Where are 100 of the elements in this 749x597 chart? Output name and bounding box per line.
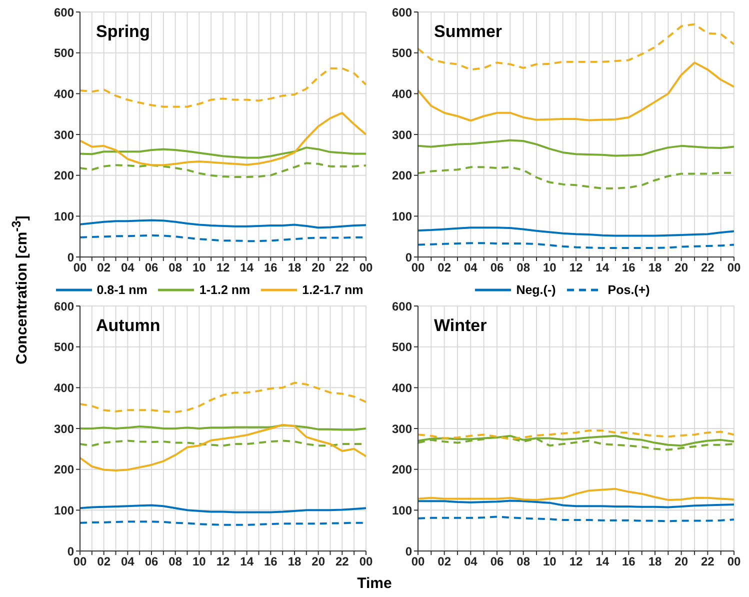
x-tick-label: 14	[596, 260, 610, 275]
y-tick-label: 400	[392, 86, 412, 101]
y-tick-label: 200	[392, 462, 412, 477]
x-tick-label: 00	[73, 554, 87, 569]
line-series	[80, 382, 366, 414]
legend-label: 1.2-1.7 nm	[302, 283, 364, 297]
y-tick-label: 600	[54, 5, 74, 20]
line-series	[418, 430, 734, 440]
x-tick-label: 04	[464, 260, 478, 275]
line-series	[80, 219, 366, 229]
x-tick-label: 06	[144, 260, 158, 275]
y-tick-label: 0	[405, 250, 412, 264]
line-series	[80, 162, 366, 178]
x-tick-label: 00	[359, 554, 373, 569]
text: Autumn	[96, 316, 160, 336]
x-tick-label: 04	[464, 554, 478, 569]
y-tick-label: 500	[54, 340, 74, 354]
x-tick-label: 18	[648, 260, 662, 275]
legend-label: 0.8-1 nm	[96, 283, 148, 297]
x-tick-label: 22	[335, 554, 350, 569]
y-tick-label: 300	[54, 128, 74, 142]
x-tick-label: 18	[288, 554, 302, 569]
y-tick-label: 400	[54, 380, 74, 395]
x-tick-label: 06	[490, 554, 504, 569]
line-series	[418, 488, 734, 501]
text: Summer	[434, 22, 502, 42]
x-tick-label: 16	[264, 554, 278, 569]
x-tick-label: 00	[411, 260, 425, 275]
x-tick-label: 08	[168, 554, 182, 569]
x-tick-label: 22	[700, 554, 715, 569]
y-tick-label: 100	[392, 209, 412, 224]
line-series	[418, 166, 734, 190]
x-tick-label: 08	[516, 554, 530, 569]
x-tick-label: 10	[542, 260, 557, 275]
x-tick-label: 20	[674, 554, 688, 569]
line-series	[80, 67, 366, 108]
y-tick-label: 200	[54, 462, 74, 477]
x-tick-label: 14	[240, 554, 254, 569]
x-tick-label: 06	[490, 260, 504, 275]
x-tick-label: 18	[288, 260, 302, 275]
x-tick-label: 02	[97, 260, 111, 275]
y-tick-label: 0	[67, 250, 74, 264]
x-tick-label: 12	[569, 554, 583, 569]
x-tick-label: 00	[727, 554, 741, 569]
x-tick-label: 12	[216, 554, 230, 569]
x-tick-label: 02	[97, 554, 111, 569]
x-tick-label: 12	[216, 260, 230, 275]
x-tick-label: 06	[144, 554, 158, 569]
legend-label: Pos.(+)	[608, 283, 650, 297]
x-tick-label: 10	[192, 554, 206, 569]
y-tick-label: 500	[54, 46, 74, 60]
x-tick-label: 02	[438, 260, 452, 275]
x-tick-label: 04	[120, 260, 135, 275]
x-tick-label: 16	[622, 554, 636, 569]
y-tick-label: 100	[54, 503, 74, 518]
line-series	[80, 112, 366, 166]
y-tick-label: 600	[392, 299, 412, 314]
x-tick-label: 10	[192, 260, 206, 275]
x-tick-label: 04	[120, 554, 135, 569]
line-series	[418, 226, 734, 237]
y-tick-label: 600	[54, 299, 74, 314]
x-tick-label: 02	[438, 554, 452, 569]
line-series	[80, 504, 366, 514]
x-tick-label: 18	[648, 554, 662, 569]
x-tick-label: 08	[516, 260, 530, 275]
y-tick-label: 500	[392, 340, 412, 354]
x-tick-label: 00	[411, 554, 425, 569]
y-tick-label: 600	[392, 5, 412, 20]
y-tick-label: 100	[392, 503, 412, 518]
line-series	[80, 424, 366, 472]
line-series	[418, 500, 734, 508]
x-tick-label: 00	[727, 260, 741, 275]
x-tick-label: 14	[596, 554, 610, 569]
legend-label: 1-1.2 nm	[199, 283, 250, 297]
y-tick-label: 400	[54, 86, 74, 101]
line-series	[418, 23, 734, 71]
y-tick-label: 0	[405, 544, 412, 558]
y-tick-label: 200	[54, 168, 74, 183]
y-tick-label: 100	[54, 209, 74, 224]
x-tick-label: 12	[569, 260, 583, 275]
x-tick-label: 08	[168, 260, 182, 275]
x-tick-label: 20	[312, 260, 326, 275]
line-series	[80, 146, 366, 159]
y-tick-label: 200	[392, 168, 412, 183]
x-tick-label: 22	[335, 260, 350, 275]
x-tick-label: 10	[542, 554, 557, 569]
x-tick-label: 00	[359, 260, 373, 275]
x-axis-title: Time	[356, 575, 393, 592]
line-series	[418, 62, 734, 122]
x-tick-label: 16	[264, 260, 278, 275]
x-tick-label: 16	[622, 260, 636, 275]
line-series	[418, 139, 734, 157]
y-tick-label: 0	[67, 544, 74, 558]
text: Spring	[96, 22, 150, 42]
legend-label: Neg.(-)	[516, 283, 556, 297]
y-tick-label: 400	[392, 380, 412, 395]
y-tick-label: 300	[54, 422, 74, 436]
x-tick-label: 20	[312, 554, 326, 569]
x-tick-label: 00	[73, 260, 87, 275]
x-tick-label: 20	[674, 260, 688, 275]
